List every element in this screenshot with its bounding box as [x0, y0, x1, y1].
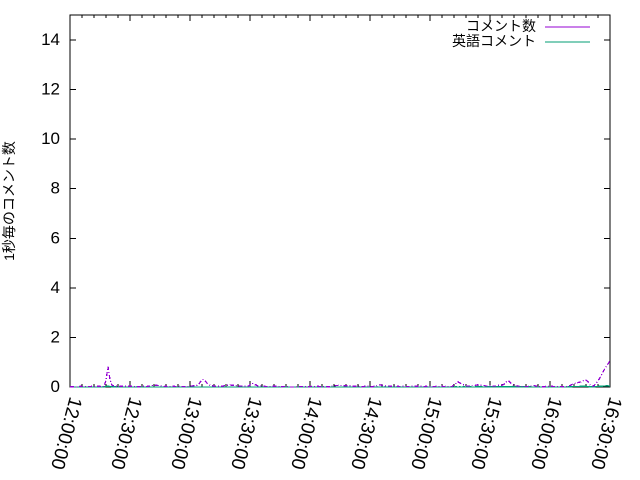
svg-text:10: 10	[41, 129, 60, 148]
svg-text:1秒毎のコメント数: 1秒毎のコメント数	[1, 141, 17, 261]
svg-text:6: 6	[51, 228, 60, 247]
svg-text:12: 12	[41, 80, 60, 99]
svg-text:14: 14	[41, 30, 60, 49]
svg-text:0: 0	[51, 377, 60, 396]
svg-text:英語コメント: 英語コメント	[452, 33, 536, 49]
svg-text:2: 2	[51, 327, 60, 346]
svg-text:4: 4	[51, 278, 60, 297]
svg-text:8: 8	[51, 179, 60, 198]
svg-text:コメント数: コメント数	[466, 18, 536, 34]
